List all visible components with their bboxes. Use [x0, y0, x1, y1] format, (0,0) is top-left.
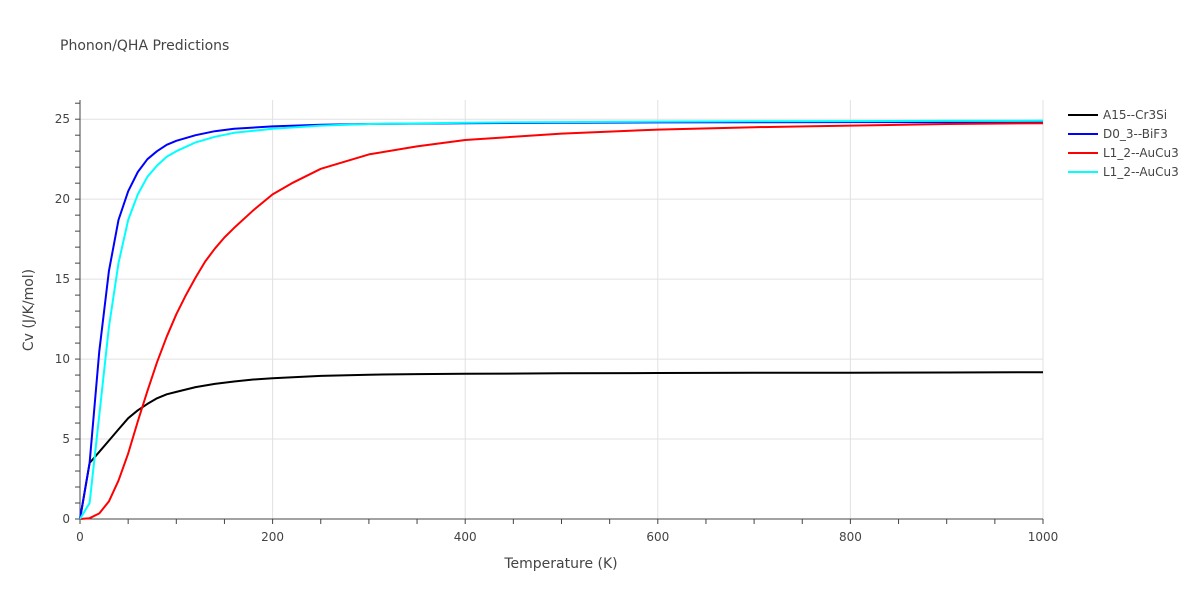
series-line-4[interactable]	[79, 119, 1044, 520]
y-tick-label: 0	[62, 512, 70, 526]
x-tick-label: 600	[646, 530, 669, 544]
legend-item[interactable]: A15--Cr3Si	[1068, 108, 1167, 122]
x-tick-label: 1000	[1028, 530, 1059, 544]
axes: 0 200 400 600 800 1000 0 5 10 15 20 25	[55, 100, 1059, 544]
legend[interactable]: A15--Cr3Si D0_3--BiF3 L1_2--AuCu3 L1_2--AuC…	[1068, 108, 1179, 179]
y-tick-label: 5	[62, 432, 70, 446]
legend-label: L1_2--AuCu3	[1103, 165, 1179, 179]
series-line-3[interactable]	[79, 122, 1044, 520]
grid	[80, 100, 1044, 519]
y-axis-title: Cv (J/K/mol)	[21, 269, 37, 351]
series-line-1[interactable]	[79, 371, 1044, 520]
x-tick-label: 200	[261, 530, 284, 544]
series-line-2[interactable]	[79, 120, 1044, 520]
y-tick-label: 10	[55, 352, 70, 366]
y-tick-label: 15	[55, 272, 70, 286]
y-tick-label: 20	[55, 192, 70, 206]
legend-label: L1_2--AuCu3	[1103, 146, 1179, 160]
legend-item[interactable]: L1_2--AuCu3	[1068, 165, 1179, 179]
plot-area	[79, 119, 1044, 520]
legend-item[interactable]: D0_3--BiF3	[1068, 127, 1168, 141]
x-axis-title: Temperature (K)	[503, 556, 617, 572]
x-tick-label: 0	[76, 530, 84, 544]
legend-item[interactable]: L1_2--AuCu3	[1068, 146, 1179, 160]
x-tick-label: 400	[454, 530, 477, 544]
legend-label: A15--Cr3Si	[1103, 108, 1167, 122]
y-tick-label: 25	[55, 112, 70, 126]
chart-title: Phonon/QHA Predictions	[60, 38, 229, 54]
x-tick-label: 800	[839, 530, 862, 544]
legend-label: D0_3--BiF3	[1103, 127, 1168, 141]
